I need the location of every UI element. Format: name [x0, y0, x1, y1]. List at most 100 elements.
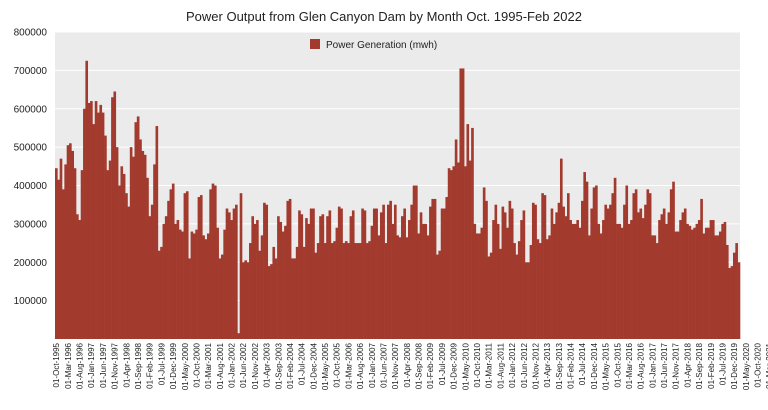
bar [218, 258, 222, 339]
bar [725, 244, 729, 339]
bar [431, 198, 435, 339]
bar [216, 227, 219, 339]
x-tick-label: 01-Jan-2017 [648, 342, 657, 387]
bar [445, 197, 449, 339]
bar [704, 227, 708, 339]
x-tick-label: 01-Mar-1996 [64, 342, 73, 388]
x-tick-label: 01-Mar-2006 [344, 342, 353, 388]
bar [337, 206, 341, 339]
bar [183, 193, 187, 339]
x-tick-label: 01-Mar-2021 [765, 342, 768, 388]
bar [611, 193, 615, 339]
x-tick-label: 01-Dec-1999 [169, 342, 178, 389]
bar [658, 220, 661, 339]
bar [90, 101, 93, 339]
bar [412, 185, 416, 339]
y-tick-label: 200000 [14, 258, 48, 269]
bar [562, 206, 565, 339]
bar [55, 168, 58, 339]
bar [146, 177, 149, 339]
x-tick-label: 01-Apr-2003 [263, 342, 272, 387]
x-tick-label: 01-Jan-2007 [368, 342, 377, 387]
x-tick-label: 01-Jan-2002 [228, 342, 237, 387]
x-tick-label: 01-Apr-2013 [543, 342, 552, 387]
bar [57, 179, 60, 339]
bar [71, 150, 75, 339]
bar [302, 246, 306, 339]
bar [459, 68, 463, 340]
bar [429, 206, 432, 339]
x-tick-label: 01-Jul-2014 [578, 342, 587, 385]
bar [127, 206, 131, 339]
x-tick-label: 01-Mar-2011 [485, 342, 494, 388]
bar [410, 204, 413, 339]
x-tick-label: 01-May-2005 [321, 342, 330, 390]
bar [192, 233, 196, 339]
x-tick-label: 01-Jul-2019 [718, 342, 727, 385]
bar [330, 243, 334, 339]
bar [153, 164, 156, 339]
bar [274, 258, 278, 339]
bar [199, 195, 203, 339]
bar [506, 227, 509, 339]
x-tick-label: 01-May-2015 [602, 342, 611, 390]
bar [623, 204, 626, 339]
bar [646, 189, 650, 339]
bar [286, 200, 290, 339]
bar [160, 246, 163, 339]
bar [136, 116, 140, 340]
bar [249, 243, 252, 339]
x-tick-label: 01-Jun-2007 [379, 342, 388, 387]
bar [307, 223, 311, 340]
bar [433, 198, 437, 339]
bar [256, 220, 259, 339]
bar [422, 223, 425, 340]
bar [279, 221, 283, 339]
bar [370, 225, 374, 339]
bar [244, 260, 248, 339]
x-tick-label: 01-Oct-2000 [192, 342, 201, 387]
x-tick-label: 01-Jan-1997 [87, 342, 96, 387]
bar [197, 197, 201, 339]
bar [447, 168, 451, 339]
bar [403, 208, 406, 339]
bar [520, 220, 523, 339]
bar [253, 223, 257, 340]
bar [602, 220, 605, 339]
bar [475, 233, 479, 339]
bar [585, 181, 589, 339]
bar [513, 243, 516, 339]
x-tick-label: 01-Feb-2004 [286, 342, 295, 388]
bar [104, 135, 107, 339]
bar [312, 208, 315, 339]
bar [683, 208, 687, 339]
y-tick-label: 300000 [14, 219, 48, 230]
bar [64, 164, 67, 339]
bar [333, 241, 336, 339]
bar [665, 223, 668, 340]
x-tick-label: 01-Dec-2019 [730, 342, 739, 389]
bar [669, 189, 673, 339]
bar [391, 223, 395, 340]
x-axis-ticks: 01-Oct-1995 01-Mar-1996 01-Aug-1996 01-Jan-… [52, 342, 768, 390]
bar [298, 210, 301, 339]
x-tick-label: 01-Oct-2010 [473, 342, 482, 387]
chart-title: Power Output from Glen Canyon Dam by Mon… [186, 9, 582, 24]
x-tick-label: 01-Aug-2011 [496, 342, 505, 388]
bar [419, 212, 423, 339]
bar [323, 243, 327, 339]
x-tick-label: 01-Aug-2016 [637, 342, 646, 389]
x-tick-label: 01-Mar-2016 [625, 342, 634, 388]
bar [583, 172, 586, 339]
bar [265, 204, 269, 339]
bar [134, 122, 138, 340]
bar [559, 158, 563, 339]
bar [356, 243, 360, 339]
bar [737, 262, 741, 339]
bar [674, 231, 678, 339]
bar [211, 183, 215, 339]
bar [386, 204, 390, 339]
bar [564, 216, 568, 339]
x-tick-label: 01-Jun-2002 [239, 342, 248, 387]
bar [76, 214, 79, 339]
